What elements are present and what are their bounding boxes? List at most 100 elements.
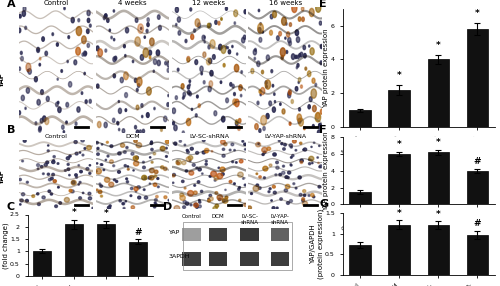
- Circle shape: [240, 160, 243, 163]
- Circle shape: [180, 193, 184, 197]
- Circle shape: [272, 207, 275, 209]
- Circle shape: [204, 36, 205, 38]
- Circle shape: [174, 142, 177, 145]
- Bar: [428, 152, 449, 204]
- Circle shape: [280, 103, 281, 105]
- Circle shape: [130, 187, 133, 190]
- Text: G: G: [319, 199, 328, 209]
- Circle shape: [118, 100, 120, 103]
- Circle shape: [265, 80, 270, 89]
- Circle shape: [196, 206, 198, 208]
- Circle shape: [266, 85, 268, 88]
- Circle shape: [298, 118, 304, 126]
- Circle shape: [298, 108, 300, 111]
- Circle shape: [187, 56, 190, 62]
- Circle shape: [204, 41, 206, 43]
- Circle shape: [290, 200, 292, 202]
- Circle shape: [147, 23, 149, 27]
- Circle shape: [77, 107, 80, 112]
- Circle shape: [272, 84, 274, 87]
- Circle shape: [201, 72, 202, 75]
- Circle shape: [138, 196, 140, 199]
- Circle shape: [251, 68, 254, 74]
- Circle shape: [298, 176, 301, 179]
- Circle shape: [56, 43, 58, 46]
- Circle shape: [222, 148, 224, 150]
- Circle shape: [104, 177, 110, 182]
- Circle shape: [84, 51, 86, 56]
- Circle shape: [248, 206, 252, 210]
- Circle shape: [185, 39, 187, 43]
- Circle shape: [318, 162, 319, 164]
- Circle shape: [188, 85, 190, 89]
- Circle shape: [126, 178, 128, 180]
- Circle shape: [58, 101, 59, 104]
- Circle shape: [57, 78, 58, 80]
- Circle shape: [289, 41, 292, 45]
- Circle shape: [308, 45, 310, 47]
- Circle shape: [318, 145, 320, 146]
- Circle shape: [125, 109, 126, 112]
- Circle shape: [271, 200, 272, 201]
- Circle shape: [222, 198, 228, 203]
- Circle shape: [234, 64, 239, 72]
- Circle shape: [272, 185, 276, 188]
- Circle shape: [208, 86, 212, 92]
- Circle shape: [178, 31, 180, 35]
- Circle shape: [234, 183, 235, 184]
- Circle shape: [40, 90, 43, 94]
- Circle shape: [96, 189, 98, 191]
- Circle shape: [150, 157, 151, 158]
- Circle shape: [108, 206, 110, 209]
- Text: 3APDH: 3APDH: [169, 254, 190, 259]
- Circle shape: [260, 116, 266, 125]
- Circle shape: [195, 19, 200, 27]
- Circle shape: [66, 157, 70, 160]
- Circle shape: [164, 167, 167, 170]
- Circle shape: [262, 147, 268, 152]
- Circle shape: [150, 142, 152, 144]
- Circle shape: [192, 164, 195, 166]
- Circle shape: [297, 63, 299, 67]
- Y-axis label: YAP protein expression: YAP protein expression: [324, 28, 330, 108]
- Bar: [466, 171, 488, 204]
- Circle shape: [244, 10, 246, 14]
- Circle shape: [271, 69, 272, 73]
- Circle shape: [136, 105, 139, 110]
- Circle shape: [266, 55, 270, 60]
- Circle shape: [282, 165, 284, 167]
- Circle shape: [36, 47, 40, 53]
- Circle shape: [263, 166, 268, 171]
- Circle shape: [158, 15, 160, 19]
- Circle shape: [225, 196, 228, 198]
- Circle shape: [229, 149, 231, 151]
- Circle shape: [244, 35, 246, 39]
- Circle shape: [320, 165, 322, 168]
- Circle shape: [215, 192, 218, 194]
- Circle shape: [236, 120, 238, 124]
- Circle shape: [36, 164, 40, 166]
- Circle shape: [311, 146, 312, 148]
- Circle shape: [52, 173, 54, 176]
- Circle shape: [295, 187, 297, 189]
- Circle shape: [182, 131, 184, 135]
- Circle shape: [302, 198, 304, 200]
- Text: #: #: [474, 157, 481, 166]
- Circle shape: [120, 143, 124, 147]
- Text: E: E: [319, 0, 326, 9]
- Circle shape: [35, 122, 37, 125]
- Circle shape: [298, 118, 301, 124]
- Bar: [240, 253, 259, 266]
- Circle shape: [208, 23, 210, 28]
- Circle shape: [126, 27, 128, 33]
- Circle shape: [106, 141, 108, 143]
- Circle shape: [75, 152, 78, 155]
- Circle shape: [210, 40, 215, 48]
- Circle shape: [142, 161, 144, 163]
- Title: 4 weeks: 4 weeks: [118, 0, 147, 6]
- Circle shape: [20, 204, 21, 205]
- Circle shape: [138, 84, 140, 88]
- Circle shape: [316, 4, 321, 12]
- Circle shape: [310, 97, 312, 102]
- Circle shape: [150, 168, 154, 173]
